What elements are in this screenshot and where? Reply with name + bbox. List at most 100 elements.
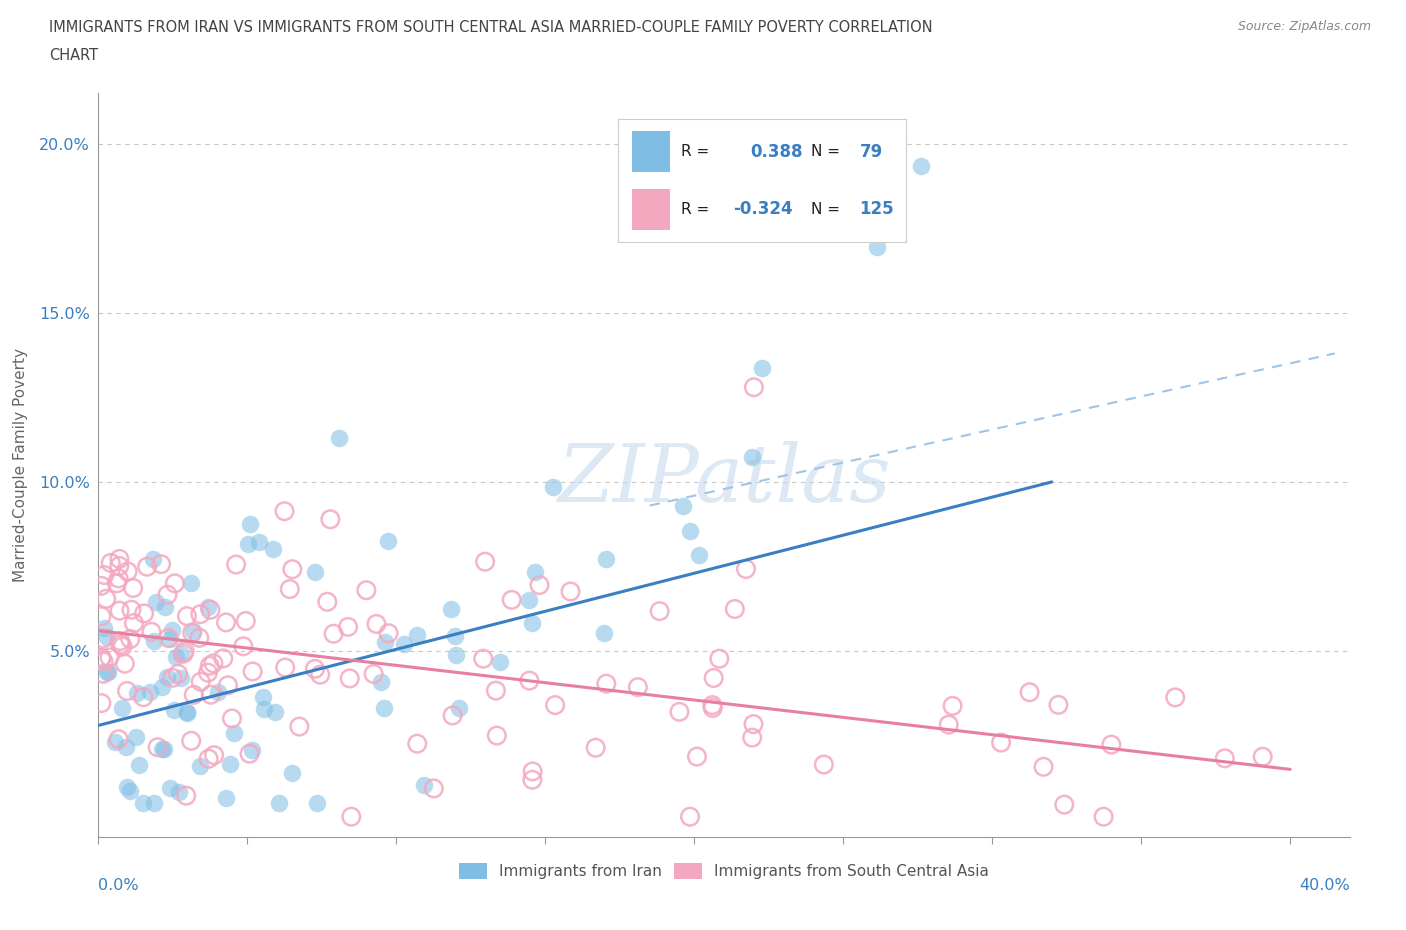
Point (118, 783, 141, 798)
Point (686, 750, 709, 764)
Point (267, 796, 290, 811)
Point (97, 665, 120, 680)
Point (703, 671, 725, 685)
Point (523, 565, 546, 579)
Point (724, 602, 747, 617)
Point (170, 646, 193, 661)
Point (252, 690, 274, 705)
Point (90, 609, 112, 624)
Point (741, 450, 763, 465)
Point (180, 576, 202, 591)
Point (813, 757, 835, 772)
Text: ZIPatlas: ZIPatlas (557, 441, 891, 519)
Point (160, 622, 183, 637)
Point (264, 704, 287, 719)
Point (198, 658, 221, 673)
Point (217, 678, 239, 693)
Point (541, 479, 564, 494)
Point (173, 644, 195, 658)
Point (225, 557, 247, 572)
Point (238, 746, 260, 761)
Point (98, 650, 121, 665)
Point (108, 551, 131, 566)
Point (337, 619, 360, 634)
Point (176, 705, 198, 720)
Point (188, 631, 211, 645)
Point (132, 690, 155, 705)
Point (242, 664, 264, 679)
Point (522, 772, 544, 787)
Point (93, 666, 115, 681)
Point (340, 809, 363, 824)
Legend: Immigrants from Iran, Immigrants from South Central Asia: Immigrants from Iran, Immigrants from So… (453, 857, 995, 885)
Point (679, 524, 702, 538)
Point (627, 680, 650, 695)
Point (304, 661, 326, 676)
Text: CHART: CHART (49, 48, 98, 63)
Point (197, 665, 219, 680)
Point (374, 634, 396, 649)
Point (117, 564, 139, 578)
Point (648, 604, 671, 618)
Point (544, 698, 567, 712)
Point (93, 654, 115, 669)
Point (162, 671, 184, 685)
Point (215, 615, 238, 630)
Point (120, 631, 142, 646)
Point (702, 700, 724, 715)
Point (156, 670, 179, 684)
Point (709, 651, 731, 666)
Point (132, 606, 155, 621)
Point (141, 624, 163, 639)
Point (221, 711, 243, 726)
Point (1032, 760, 1054, 775)
Point (679, 809, 702, 824)
Point (441, 708, 464, 723)
Point (485, 728, 508, 743)
Point (96, 591, 118, 606)
Point (443, 629, 465, 644)
Point (139, 684, 162, 699)
Point (560, 584, 582, 599)
Point (188, 606, 211, 621)
Point (90, 696, 112, 711)
Point (529, 578, 551, 592)
Point (183, 687, 205, 702)
Point (122, 580, 145, 595)
Point (309, 667, 332, 682)
Point (236, 537, 259, 551)
Point (1213, 751, 1236, 765)
Point (104, 734, 127, 749)
Point (91, 631, 114, 645)
Point (172, 646, 194, 661)
Point (111, 701, 134, 716)
Y-axis label: Married-Couple Family Poverty: Married-Couple Family Poverty (13, 348, 28, 582)
Point (522, 764, 544, 778)
Point (122, 616, 145, 631)
Point (165, 649, 187, 664)
Point (176, 608, 198, 623)
Point (121, 603, 143, 618)
Point (281, 562, 304, 577)
Point (202, 656, 225, 671)
Text: IMMIGRANTS FROM IRAN VS IMMIGRANTS FROM SOUTH CENTRAL ASIA MARRIED-COUPLE FAMILY: IMMIGRANTS FROM IRAN VS IMMIGRANTS FROM … (49, 20, 932, 35)
Point (942, 698, 965, 713)
Point (406, 627, 429, 642)
Point (212, 651, 235, 666)
Point (447, 701, 470, 716)
Point (93, 567, 115, 582)
Point (159, 781, 181, 796)
Point (253, 701, 276, 716)
Point (215, 790, 238, 805)
Point (1018, 684, 1040, 699)
Point (107, 732, 129, 747)
Point (107, 571, 129, 586)
Point (150, 741, 173, 756)
Point (90, 651, 112, 666)
Point (142, 551, 165, 566)
Point (157, 631, 180, 645)
Point (153, 599, 176, 614)
Point (474, 554, 496, 569)
Point (93, 620, 115, 635)
Point (472, 651, 495, 666)
